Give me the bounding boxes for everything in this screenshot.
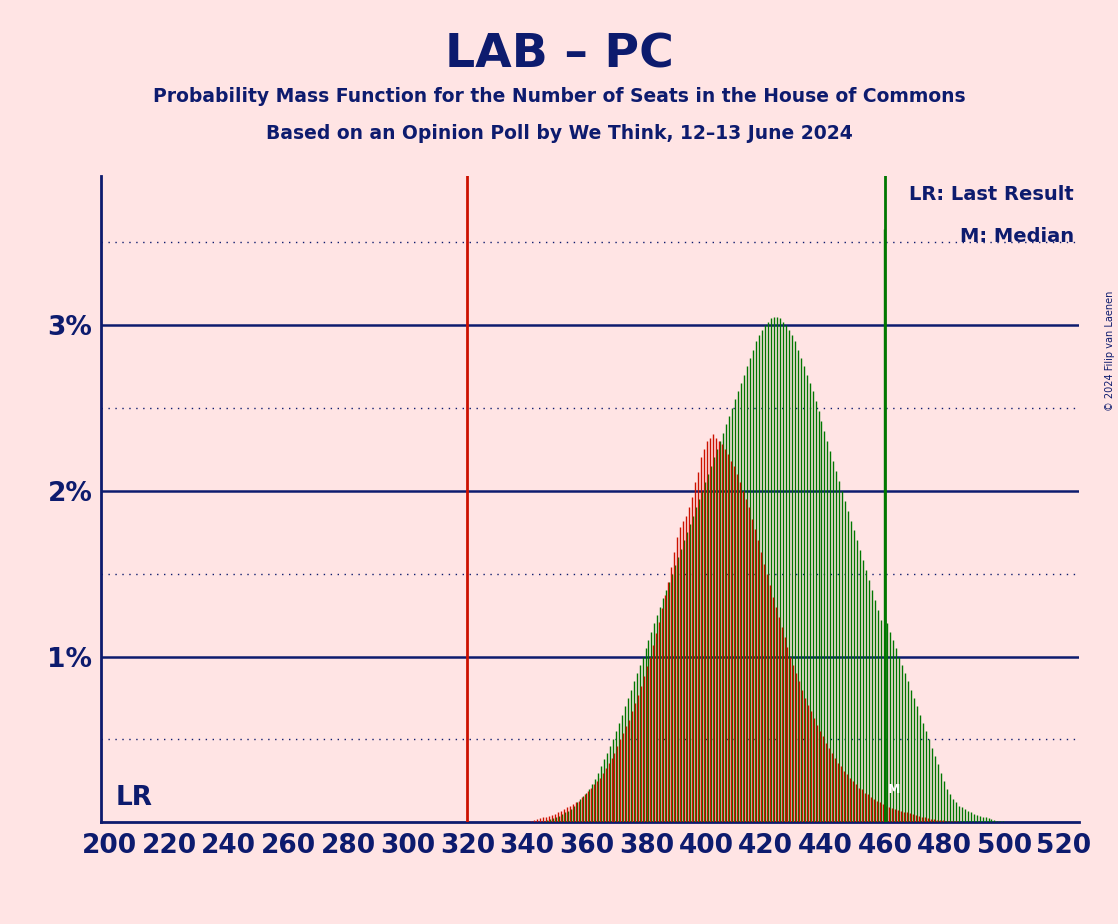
Text: © 2024 Filip van Laenen: © 2024 Filip van Laenen [1106, 291, 1115, 411]
Text: M: M [888, 784, 900, 796]
Text: Based on an Opinion Poll by We Think, 12–13 June 2024: Based on an Opinion Poll by We Think, 12… [266, 124, 852, 143]
Text: LAB – PC: LAB – PC [445, 32, 673, 78]
Text: LR: Last Result: LR: Last Result [909, 185, 1074, 204]
Text: LR: LR [115, 784, 152, 810]
Text: Probability Mass Function for the Number of Seats in the House of Commons: Probability Mass Function for the Number… [153, 87, 965, 106]
Text: M: Median: M: Median [960, 227, 1074, 247]
